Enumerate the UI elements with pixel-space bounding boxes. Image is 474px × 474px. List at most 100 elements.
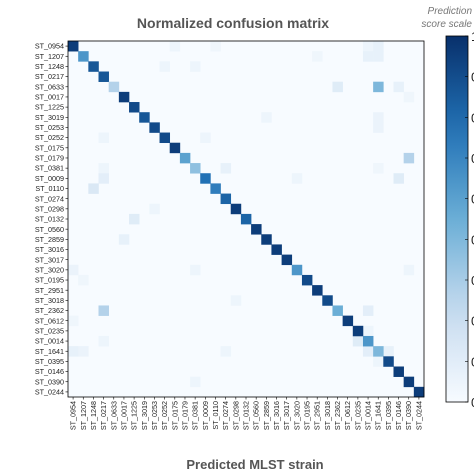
x-tick-label: ST_0017 [119,401,128,430]
x-tick-label: ST_0244 [414,401,423,430]
x-tick-label: ST_0954 [69,401,78,430]
y-tick-label: ST_0217 [35,72,64,81]
x-tick-label: ST_0110 [211,401,220,430]
y-tick-label: ST_0179 [35,154,64,163]
matrix-cell [403,91,415,103]
matrix-cell [373,41,384,52]
y-tick-label: ST_3017 [35,255,64,264]
y-tick-label: ST_0395 [35,357,64,366]
heatmap-cells [67,40,425,398]
y-tick-label: ST_0274 [35,194,64,203]
y-tick-label: ST_0235 [35,326,64,335]
y-tick-label: ST_0132 [35,215,64,224]
matrix-cell [373,356,384,367]
x-tick-label: ST_0253 [150,401,159,430]
x-tick-label: ST_0235 [353,401,362,430]
x-tick-label: ST_0612 [343,401,352,430]
y-tick-label: ST_0175 [35,143,64,152]
matrix-cell [190,376,201,388]
chart-title: Normalized confusion matrix [137,15,329,31]
matrix-cell-diagonal [413,386,425,398]
y-tick-label: ST_0381 [35,164,64,173]
x-tick-labels: ST_0954 ST_1207 ST_1248 ST_0217 ST_0633 ST_00… [69,397,423,430]
colorbar-tick-label: 1 [471,29,474,44]
matrix-cell [352,335,364,347]
matrix-cell-diagonal [373,346,384,357]
y-tick-label: ST_0014 [35,337,64,346]
matrix-cell [393,81,404,93]
matrix-cell [373,122,384,133]
matrix-cell [373,112,384,123]
x-tick-label: ST_1225 [130,401,139,430]
matrix-cell [362,346,374,357]
matrix-cell [149,203,160,215]
x-tick-label: ST_3019 [140,401,149,430]
matrix-cell-diagonal [383,356,394,367]
y-tick-label: ST_0017 [35,93,64,102]
colorbar-gradient [445,35,469,403]
colorbar-tick-label: 0 [471,273,474,288]
matrix-cell-diagonal [240,213,252,225]
matrix-cell-diagonal [108,81,120,93]
x-tick-label: ST_0146 [394,401,403,430]
colorbar-tick-label: 0 [471,110,474,125]
matrix-cell-diagonal [362,335,374,347]
matrix-cell [362,41,374,52]
x-tick-label: ST_1248 [89,401,98,430]
y-tick-label: ST_1248 [35,62,64,71]
x-tick-label: ST_3017 [282,401,291,430]
y-tick-label: ST_3019 [35,113,64,122]
matrix-cell-diagonal [159,132,171,144]
matrix-cell [118,234,130,245]
x-tick-label: ST_0633 [109,401,118,430]
y-tick-label: ST_0633 [35,82,64,91]
y-tick-label: ST_0253 [35,123,64,132]
matrix-cell [332,81,343,93]
matrix-cell [129,213,140,225]
x-tick-label: ST_0009 [201,401,210,430]
matrix-cell-diagonal [129,102,140,113]
colorbar-title-line-1: Prediction [428,6,473,17]
matrix-cell [373,163,384,174]
matrix-cell-diagonal [312,285,323,296]
x-tick-label: ST_0132 [242,401,251,430]
colorbar-tick-label: 0 [471,151,474,166]
y-tick-label: ST_0390 [35,377,64,386]
matrix-cell [220,163,232,174]
y-tick-label: ST_0954 [35,42,64,51]
x-tick-label: ST_0395 [384,401,393,430]
matrix-cell-diagonal [251,224,262,235]
colorbar: 1 0 0 0 0 0 0 0 0 0 [445,29,474,410]
y-tick-label: ST_2859 [35,235,64,244]
matrix-cell-diagonal [220,193,232,205]
matrix-cell-diagonal [190,163,201,174]
matrix-cell-diagonal [200,173,211,184]
x-tick-label: ST_0298 [231,401,240,430]
matrix-cell-diagonal [78,51,89,62]
matrix-cell [88,183,99,194]
matrix-cell-diagonal [169,142,181,154]
x-tick-label: ST_0217 [99,401,108,430]
matrix-cell [98,335,109,347]
matrix-cell-diagonal [139,112,150,123]
matrix-cell [220,346,232,357]
matrix-cell-diagonal [403,376,415,388]
x-tick-label: ST_3016 [272,401,281,430]
matrix-cell [403,264,415,276]
x-tick-label: ST_1207 [79,401,88,430]
x-tick-label: ST_2951 [313,401,322,430]
matrix-cell [78,274,89,286]
matrix-cell [190,264,201,276]
matrix-cell-diagonal [118,91,130,103]
matrix-cell [68,264,79,276]
matrix-cell-diagonal [322,295,333,306]
colorbar-title-line-2: score scale [421,19,472,30]
matrix-cell [393,173,404,184]
x-tick-label: ST_0390 [404,401,413,430]
x-tick-label: ST_0175 [170,401,179,430]
y-tick-label: ST_0244 [35,388,64,397]
matrix-cell [373,51,384,62]
matrix-cell [159,61,171,72]
matrix-cell [68,315,79,327]
x-tick-label: ST_0560 [252,401,261,430]
